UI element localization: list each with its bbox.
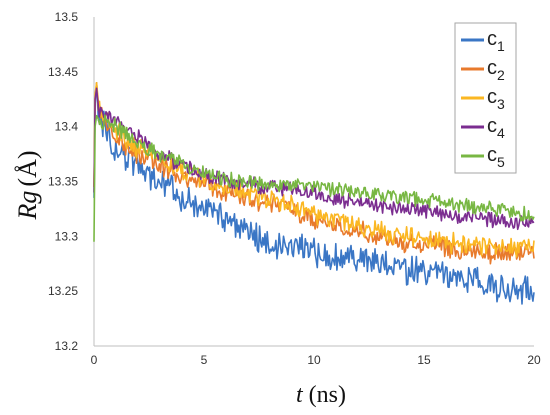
legend-label-c5: c5 (487, 144, 505, 170)
x-axis-label-unit: (ns) (309, 382, 346, 408)
legend-label-c4: c4 (487, 115, 505, 141)
y-tick-label: 13.2 (55, 339, 79, 353)
legend-label-c1: c1 (487, 28, 505, 54)
x-tick-label: 10 (307, 353, 321, 367)
y-tick-label: 13.5 (55, 10, 79, 24)
legend-label-c3: c3 (487, 86, 505, 112)
legend-box (454, 22, 517, 174)
series-line-c4 (93, 87, 535, 231)
y-axis-label-var: Rg (13, 191, 42, 221)
x-tick-label: 15 (417, 353, 431, 367)
y-tick-label: 13.25 (48, 284, 78, 298)
series-line-c5 (93, 114, 535, 242)
y-tick-label: 13.35 (48, 175, 78, 189)
y-tick-label: 13.3 (55, 229, 79, 243)
x-axis-label: t (ns) (296, 382, 346, 408)
x-tick-label: 5 (201, 353, 208, 367)
y-tick-label: 13.4 (55, 120, 79, 134)
x-tick-label: 0 (91, 353, 98, 367)
legend-label-c2: c2 (487, 57, 505, 83)
y-axis-label: Rg (Å) (13, 151, 42, 221)
legend: c1 c2 c3 c4 c5 (454, 22, 517, 174)
series-line-c2 (93, 82, 535, 265)
y-tick-labels: 13.2 13.25 13.3 13.35 13.4 13.45 13.5 (48, 10, 78, 353)
series-lines (93, 82, 535, 305)
x-tick-label: 20 (527, 353, 541, 367)
x-tick-labels: 0 5 10 15 20 (91, 353, 541, 367)
x-axis-label-var: t (296, 382, 304, 408)
y-tick-label: 13.45 (48, 65, 78, 79)
series-line-c3 (93, 82, 535, 258)
y-axis-label-unit: (Å) (13, 151, 42, 187)
